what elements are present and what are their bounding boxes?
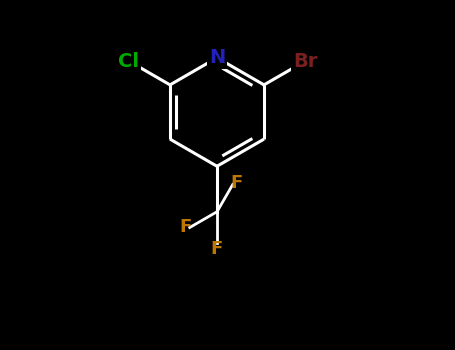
Text: F: F [211, 239, 223, 258]
Text: Cl: Cl [118, 51, 139, 71]
Text: Br: Br [293, 51, 318, 71]
Text: F: F [179, 218, 192, 237]
Text: N: N [209, 48, 225, 67]
Text: F: F [230, 174, 243, 192]
